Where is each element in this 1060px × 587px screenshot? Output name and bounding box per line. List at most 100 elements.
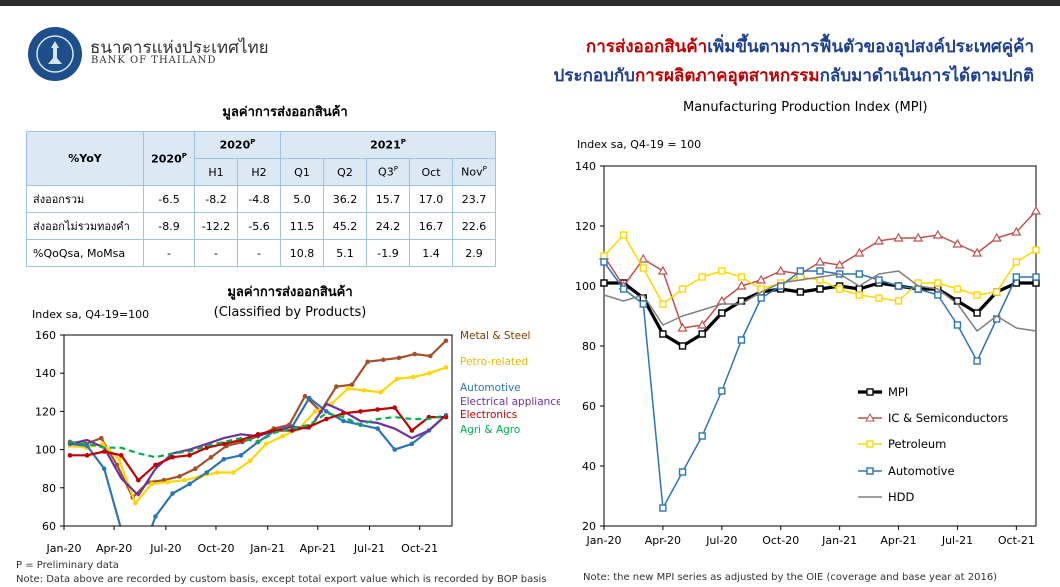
cell: 16.7 <box>409 212 453 240</box>
data-point-automotive <box>639 300 647 308</box>
legend-label-petroleum: Petroleum <box>888 437 946 451</box>
x-tick-label: Apr-21 <box>880 534 916 547</box>
data-point-ic-semiconductors <box>893 232 904 242</box>
top-bar <box>0 0 1060 6</box>
table-row: %QoQsa, MoMsa - - - 10.8 5.1 -1.9 1.4 2.… <box>26 239 496 267</box>
cell: -4.8 <box>237 185 281 213</box>
cell: 24.2 <box>366 212 410 240</box>
data-point-electronics <box>118 453 124 458</box>
data-point-automotive <box>973 357 981 365</box>
data-point-electronics <box>67 453 73 458</box>
x-tick-label: Apr-20 <box>645 534 681 547</box>
headline-blue-2a: ประกอบกับ <box>553 66 635 86</box>
data-point-petroleum <box>1032 246 1040 254</box>
data-point-petro-related <box>231 470 236 475</box>
col-2020-half: 2020P <box>194 131 281 159</box>
series-line-metal-steel <box>69 339 447 499</box>
data-point-automotive <box>600 258 608 266</box>
data-point-petro-related <box>214 470 220 475</box>
col-q2: Q2 <box>323 158 367 186</box>
data-point-ic-semiconductors <box>697 319 708 329</box>
data-point-ic-semiconductors <box>1011 226 1022 236</box>
data-point-automotive <box>375 426 380 431</box>
legend-marker-ic-semiconductors <box>865 412 875 422</box>
right-footnote: Note: the new MPI series as adjusted by … <box>583 572 998 583</box>
preliminary-note: P = Preliminary data <box>16 560 119 571</box>
data-point-mpi <box>1032 279 1040 287</box>
x-tick-label: Jul-21 <box>941 534 973 547</box>
data-point-ic-semiconductors <box>756 274 767 284</box>
data-point-metal-steel <box>365 359 370 365</box>
headline-line-1: การส่งออกสินค้าเพิ่มขึ้นตามการฟื้นตัวของ… <box>586 33 1034 60</box>
data-point-automotive <box>953 321 962 329</box>
data-point-petro-related <box>378 390 383 395</box>
y-tick-label: 40 <box>582 460 596 473</box>
data-point-electronics <box>341 411 346 416</box>
col-q3: Q3P <box>366 158 410 186</box>
x-tick-label: Oct-20 <box>197 542 234 555</box>
data-point-petroleum <box>718 267 726 275</box>
data-point-automotive <box>204 470 210 475</box>
left-footnote: Note: Data above are recorded by custom … <box>16 574 547 585</box>
data-point-metal-steel <box>349 382 355 387</box>
data-point-automotive <box>659 504 667 512</box>
data-point-automotive <box>306 395 312 401</box>
data-point-petroleum <box>875 294 883 302</box>
y-tick-label: 80 <box>42 482 56 495</box>
data-point-automotive <box>855 270 863 278</box>
legend-marker-mpi <box>866 388 874 396</box>
cell: - <box>143 239 195 267</box>
data-point-petro-related <box>133 500 138 506</box>
data-point-metal-steel <box>193 466 198 471</box>
data-point-electronics <box>375 407 380 412</box>
legend-label-agri-agro: Agri & Agro <box>460 424 520 436</box>
export-growth-table: %YoY 2020P 2020P 2021P H1 H2 Q1 Q2 Q3P O… <box>26 131 496 267</box>
data-point-petro-related <box>411 374 416 380</box>
data-point-mpi <box>816 285 824 293</box>
data-point-automotive <box>757 294 765 302</box>
table-title: มูลค่าการส่งออกสินค้า <box>222 105 348 120</box>
x-tick-label: Apr-21 <box>300 542 336 555</box>
data-point-mpi <box>718 309 726 317</box>
legend-marker-petroleum <box>866 440 874 448</box>
series-line-agri-agro <box>69 412 447 459</box>
data-point-metal-steel <box>208 454 214 460</box>
cell: -8.2 <box>194 185 238 213</box>
data-point-petro-related <box>443 365 449 370</box>
data-point-metal-steel <box>114 462 120 468</box>
data-point-ic-semiconductors <box>677 322 688 332</box>
x-tick-label: Apr-20 <box>96 542 132 555</box>
cell: 15.7 <box>366 185 410 213</box>
y-tick-label: 100 <box>35 444 56 457</box>
col-oct: Oct <box>409 158 453 186</box>
col-h2: H2 <box>237 158 281 186</box>
data-point-automotive <box>796 267 805 275</box>
cell: - <box>237 239 281 267</box>
row-label: ส่งออกไม่รวมทองคำ <box>26 212 144 240</box>
data-point-automotive <box>153 514 158 519</box>
data-point-electronics <box>324 416 329 422</box>
headline-line-2: ประกอบกับการผลิตภาคอุตสาหกรรมกลับมาดำเนิ… <box>554 62 1034 89</box>
y-tick-label: 120 <box>575 220 596 233</box>
data-point-automotive <box>1012 273 1021 281</box>
data-point-petroleum <box>953 285 962 293</box>
col-h1: H1 <box>194 158 238 186</box>
cell: 2.9 <box>452 239 496 267</box>
y-tick-label: 100 <box>575 280 596 293</box>
data-point-automotive <box>698 432 706 440</box>
y-tick-label: 120 <box>35 405 56 418</box>
cell: 23.7 <box>452 185 496 213</box>
headline-red-1: การส่งออกสินค้า <box>585 37 708 57</box>
data-point-automotive <box>221 456 227 462</box>
table-row: ส่งออกรวม -6.5 -8.2 -4.8 5.0 36.2 15.7 1… <box>26 185 496 213</box>
data-point-ic-semiconductors <box>932 229 943 239</box>
left-chart-title-2: (Classified by Products) <box>213 305 367 320</box>
data-point-automotive <box>170 491 175 496</box>
y-tick-label: 80 <box>582 340 596 353</box>
data-point-petro-related <box>165 479 171 485</box>
legend-label-ic-semiconductors: IC & Semiconductors <box>888 411 1008 425</box>
data-point-mpi <box>973 309 981 317</box>
data-point-automotive <box>324 409 329 414</box>
y-tick-label: 20 <box>582 520 596 533</box>
cell: 1.4 <box>409 239 453 267</box>
